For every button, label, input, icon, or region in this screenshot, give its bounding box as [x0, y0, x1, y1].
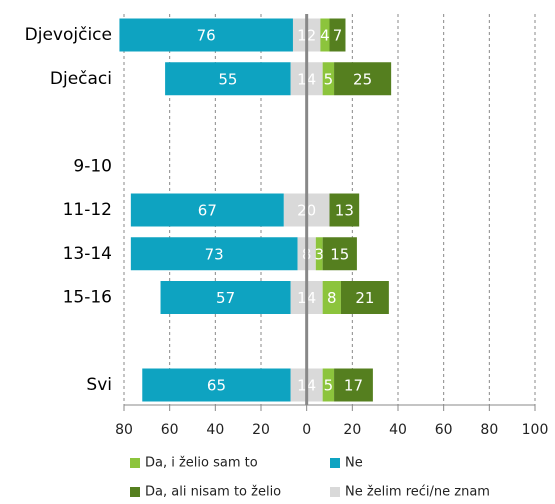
legend-label: Da, i želio sam to: [145, 456, 258, 471]
value-label: 7: [333, 27, 343, 45]
bar-segment: [130, 237, 298, 271]
legend-swatch: [330, 458, 340, 468]
x-tick-label: 60: [161, 422, 179, 438]
value-label: 5: [324, 70, 334, 88]
value-label: 25: [353, 70, 372, 88]
category-label: 11-12: [63, 200, 112, 220]
bar-segment: [334, 368, 373, 402]
value-label: 67: [198, 202, 217, 220]
bar-segment: [322, 62, 335, 96]
category-label: Djevojčice: [25, 25, 112, 45]
value-label: 5: [324, 377, 334, 395]
x-tick-label: 80: [115, 422, 133, 438]
bar-segment: [165, 62, 291, 96]
legend-label: Da, ali nisam to želio: [145, 485, 281, 500]
category-label: 15-16: [63, 288, 112, 308]
value-label: 55: [218, 70, 237, 88]
x-tick-label: 20: [252, 422, 270, 438]
bar-segment: [130, 193, 284, 227]
bar-segment: [320, 18, 330, 52]
x-tick-label: 40: [389, 422, 407, 438]
bar-segment: [119, 18, 293, 52]
bar-segment: [315, 237, 323, 271]
value-label: 21: [355, 289, 374, 307]
bar-segment: [160, 281, 291, 314]
bar-segment: [329, 193, 360, 227]
x-tick-label: 20: [343, 422, 361, 438]
bar-segment: [340, 281, 389, 314]
bar-segment: [329, 18, 346, 52]
legend-swatch: [130, 487, 140, 497]
category-label: 13-14: [63, 244, 112, 264]
value-label: 65: [207, 377, 226, 395]
category-label: 9-10: [73, 156, 112, 176]
value-label: 3: [314, 245, 324, 263]
bar-segment: [322, 237, 357, 271]
value-label: 76: [197, 27, 216, 45]
x-tick-label: 60: [435, 422, 453, 438]
x-tick-label: 0: [302, 422, 311, 438]
x-tick-label: 80: [480, 422, 498, 438]
value-label: 57: [216, 289, 235, 307]
x-tick-label: 40: [206, 422, 224, 438]
value-label: 13: [335, 202, 354, 220]
legend-swatch: [130, 458, 140, 468]
bar-segment: [322, 281, 341, 314]
value-label: 8: [327, 289, 337, 307]
value-label: 4: [320, 27, 330, 45]
bar-segment: [142, 368, 291, 402]
value-label: 73: [205, 245, 224, 263]
legend-label: Ne: [345, 456, 363, 471]
bar-segment: [334, 62, 392, 96]
legend-swatch: [330, 487, 340, 497]
category-label: Svi: [86, 375, 112, 395]
x-tick-label: 100: [522, 422, 549, 438]
value-label: 15: [330, 245, 349, 263]
legend-label: Ne želim reći/ne znam: [345, 485, 490, 500]
value-label: 17: [344, 377, 363, 395]
bar-segment: [322, 368, 335, 402]
category-label: Dječaci: [50, 69, 112, 89]
